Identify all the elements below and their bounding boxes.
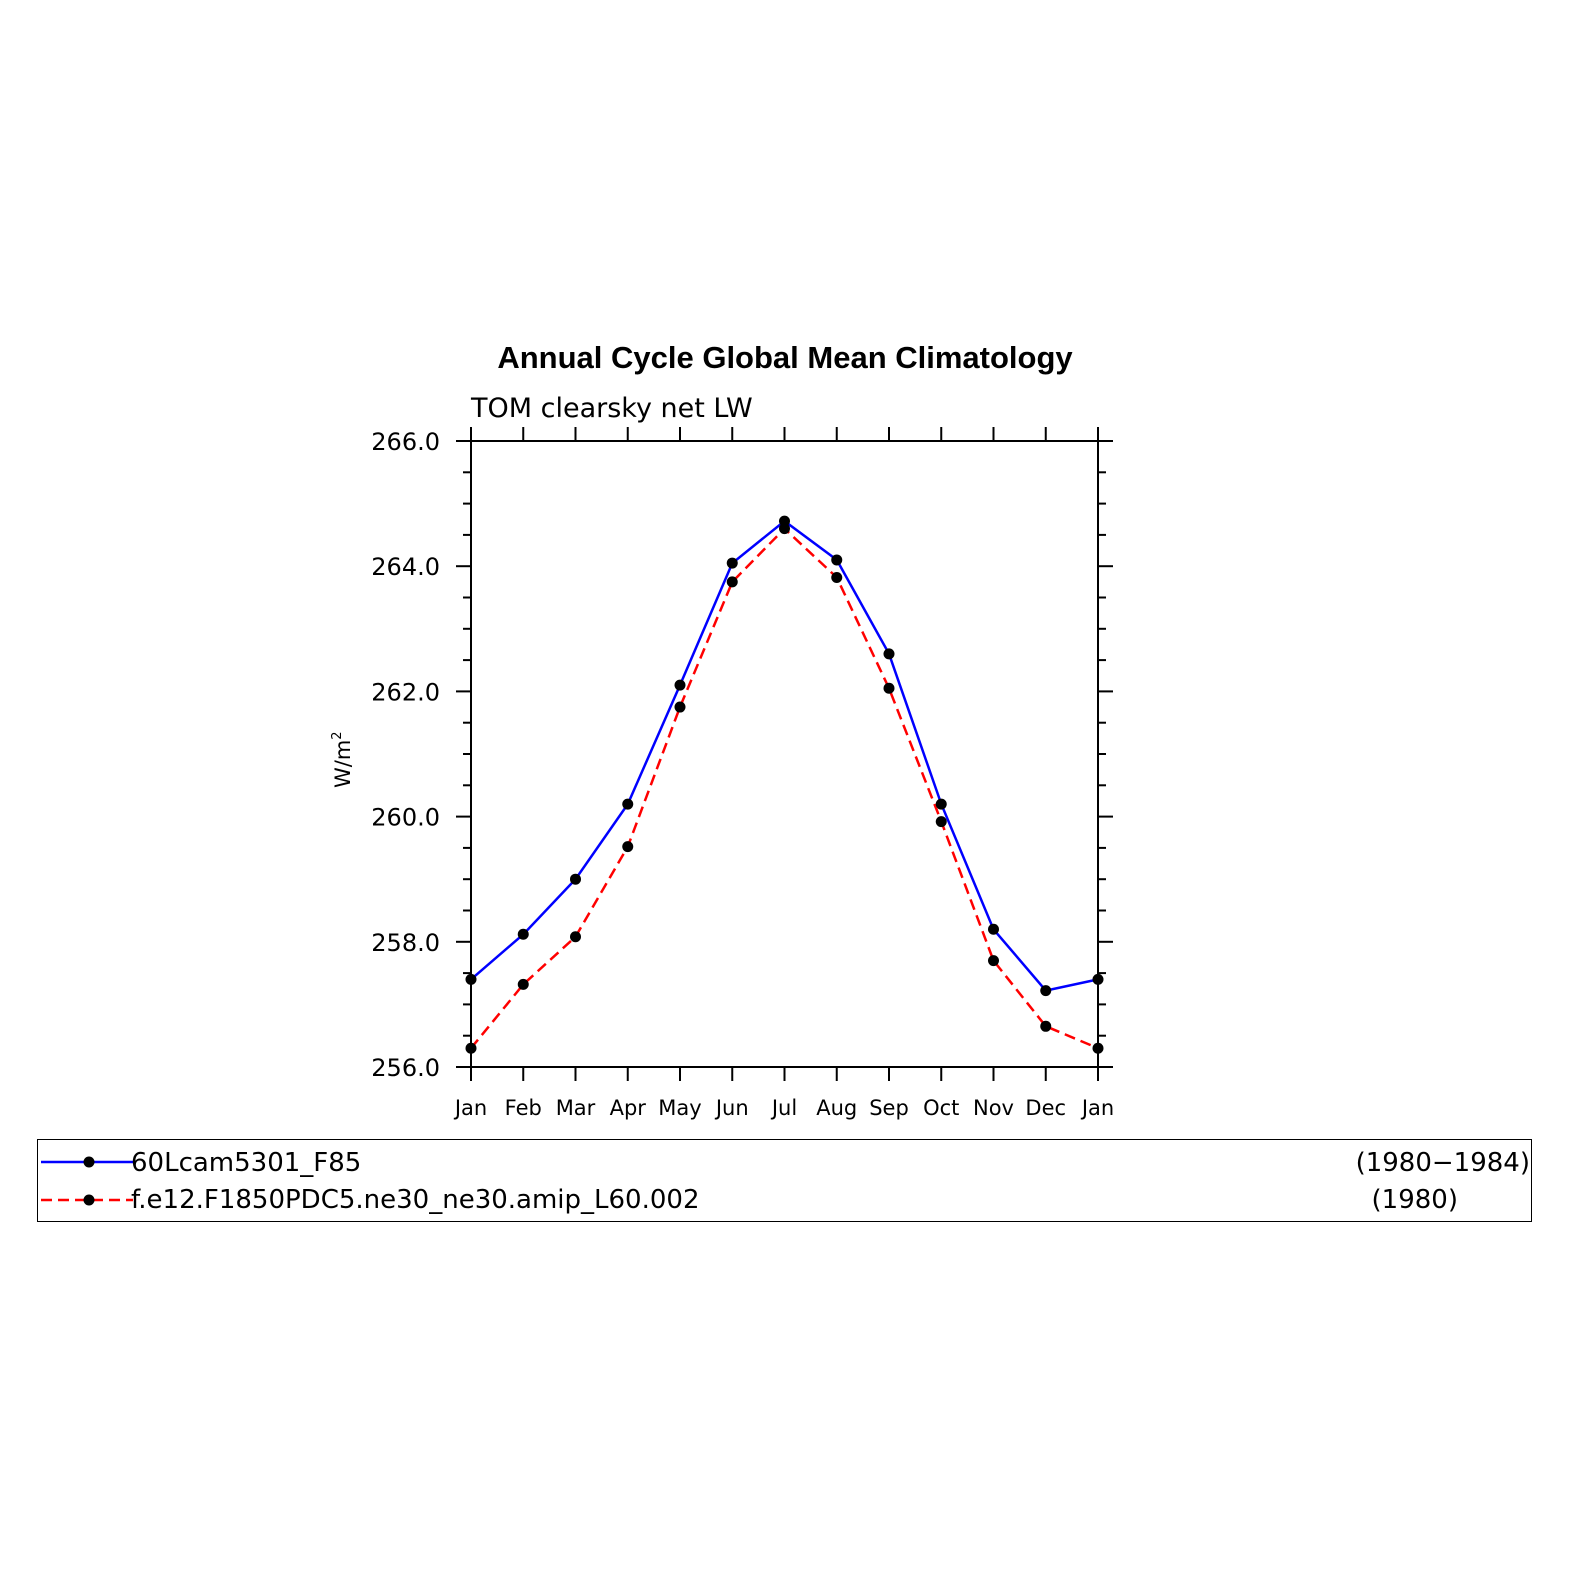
- data-point-series-1: [726, 557, 738, 569]
- data-point-series-2: [674, 701, 686, 713]
- series-line-2: [470, 526, 1099, 1050]
- data-point-series-2: [465, 1042, 477, 1054]
- data-point-series-2: [570, 931, 581, 943]
- data-point-series-2: [1040, 1020, 1052, 1032]
- x-tick-label: Jun: [714, 1096, 749, 1120]
- data-point-series-2: [726, 576, 738, 588]
- x-tick-label: Dec: [1025, 1096, 1066, 1120]
- x-tick-label: Aug: [816, 1096, 857, 1120]
- data-point-series-2: [517, 978, 529, 990]
- data-point-series-2: [831, 571, 843, 583]
- x-tick-label: Jan: [1080, 1096, 1114, 1120]
- data-point-series-1: [1040, 985, 1052, 997]
- x-tick-label: Jan: [453, 1096, 487, 1120]
- data-point-series-2: [1092, 1042, 1104, 1054]
- legend-line-1: [41, 1156, 133, 1168]
- legend-years-2: (1980): [1371, 1185, 1458, 1215]
- legend: 60Lcam5301_F85 (1980−1984) f.e12.F1850PD…: [37, 1139, 1532, 1222]
- data-point-series-1: [935, 798, 947, 810]
- legend-line-2: [41, 1194, 133, 1206]
- x-tick-label: Sep: [869, 1096, 909, 1120]
- legend-label-2: f.e12.F1850PDC5.ne30_ne30.amip_L60.002: [131, 1185, 700, 1215]
- y-tick-label: 262.0: [371, 678, 440, 706]
- data-point-series-1: [988, 923, 999, 935]
- y-tick-label: 264.0: [371, 553, 440, 581]
- data-point-series-1: [1092, 973, 1104, 985]
- axis-ticks: [456, 427, 1113, 1081]
- legend-years-1: (1980−1984): [1355, 1148, 1530, 1178]
- legend-marker-1: [83, 1156, 95, 1168]
- chart-subtitle: TOM clearsky net LW: [470, 393, 753, 424]
- y-axis-label: W/m2: [330, 731, 355, 788]
- data-point-series-1: [622, 798, 634, 810]
- data-point-series-2: [883, 682, 895, 694]
- x-tick-label: Apr: [610, 1096, 647, 1120]
- legend-marker-2: [83, 1194, 95, 1206]
- data-point-series-1: [570, 873, 581, 885]
- legend-label-1: 60Lcam5301_F85: [131, 1148, 362, 1178]
- plot-frame: [470, 440, 1099, 1068]
- x-tick-label: Oct: [923, 1096, 959, 1120]
- data-point-series-2: [988, 955, 999, 967]
- x-tick-label: Jul: [770, 1096, 797, 1120]
- data-point-series-1: [883, 648, 895, 660]
- series-markers: [465, 515, 1104, 1054]
- y-tick-label: 256.0: [371, 1054, 440, 1082]
- data-point-series-1: [831, 554, 843, 566]
- y-tick-label: 266.0: [371, 428, 440, 456]
- y-tick-label: 260.0: [371, 804, 440, 832]
- data-point-series-2: [935, 816, 947, 828]
- series-line-1: [470, 519, 1099, 992]
- x-tick-label: May: [658, 1096, 701, 1120]
- data-point-series-1: [465, 973, 477, 985]
- y-axis-label-unit: W/m: [331, 740, 355, 788]
- series-lines: [470, 519, 1099, 1050]
- y-axis-label-exponent: 2: [330, 731, 345, 739]
- data-point-series-2: [622, 841, 634, 853]
- chart-title: Annual Cycle Global Mean Climatology: [497, 340, 1073, 375]
- data-point-series-1: [674, 679, 686, 691]
- x-tick-label: Nov: [973, 1096, 1014, 1120]
- x-tick-label: Feb: [505, 1096, 542, 1120]
- x-tick-label: Mar: [556, 1096, 596, 1120]
- y-tick-label: 258.0: [371, 929, 440, 957]
- data-point-series-2: [779, 523, 790, 535]
- data-point-series-1: [517, 928, 529, 940]
- x-tick-labels: Jan Feb Mar Apr May Jun Jul Aug Sep Oct Nov Dec Jan: [453, 1096, 1114, 1120]
- y-tick-labels: 256.0 258.0 260.0 262.0 264.0 266.0: [371, 428, 440, 1082]
